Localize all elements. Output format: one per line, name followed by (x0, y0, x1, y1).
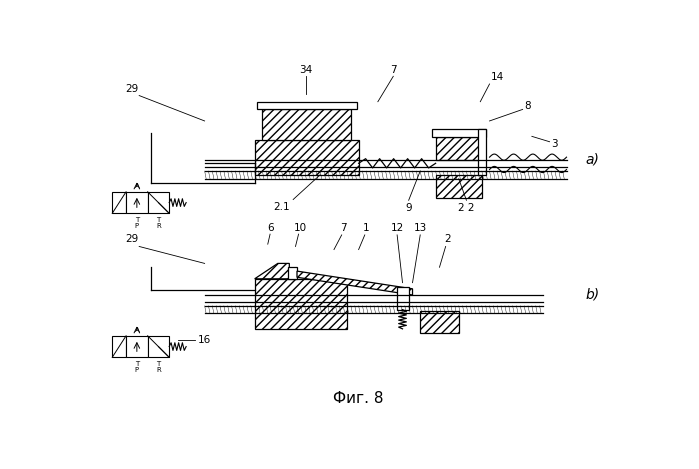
Text: Фиг. 8: Фиг. 8 (333, 391, 383, 406)
Text: 34: 34 (300, 65, 313, 75)
Text: 14: 14 (491, 72, 504, 83)
Text: 10: 10 (294, 223, 308, 233)
Text: 16: 16 (198, 335, 211, 345)
Bar (113, 336, 126, 357)
Bar (257, 102, 357, 109)
Text: a): a) (586, 152, 600, 166)
Text: 1: 1 (363, 223, 370, 233)
Bar (147, 192, 169, 213)
Bar (262, 109, 351, 140)
Bar (432, 129, 486, 137)
Text: P: P (135, 223, 139, 229)
Text: T: T (157, 361, 161, 367)
Bar (126, 192, 147, 213)
Bar (147, 336, 169, 357)
Text: 2.1: 2.1 (273, 202, 290, 212)
Text: 29: 29 (125, 84, 138, 94)
Bar (435, 137, 482, 160)
Text: T: T (157, 217, 161, 223)
Bar (113, 192, 126, 213)
Text: 2 2: 2 2 (458, 204, 475, 213)
Text: 7: 7 (390, 65, 396, 75)
Bar (420, 311, 459, 333)
Bar (478, 129, 486, 175)
Text: R: R (156, 223, 161, 229)
Text: b): b) (586, 287, 600, 301)
Text: 3: 3 (551, 139, 558, 149)
Text: P: P (135, 367, 139, 373)
Text: 8: 8 (524, 100, 531, 111)
Text: 12: 12 (391, 223, 404, 233)
Text: T: T (135, 361, 139, 367)
Bar (397, 287, 409, 310)
Bar (254, 279, 347, 329)
Bar (288, 267, 297, 279)
Text: 2: 2 (444, 234, 450, 244)
Text: 6: 6 (267, 223, 273, 233)
Polygon shape (254, 264, 289, 279)
Text: R: R (156, 367, 161, 373)
Polygon shape (297, 271, 412, 295)
Text: 7: 7 (340, 223, 347, 233)
Text: T: T (135, 217, 139, 223)
Text: 29: 29 (125, 234, 138, 244)
Text: A: A (134, 183, 139, 189)
Text: A: A (134, 327, 139, 333)
Bar (126, 336, 147, 357)
Bar (435, 175, 482, 198)
Text: 13: 13 (414, 223, 427, 233)
Bar (254, 140, 359, 175)
Text: 9: 9 (405, 204, 412, 213)
